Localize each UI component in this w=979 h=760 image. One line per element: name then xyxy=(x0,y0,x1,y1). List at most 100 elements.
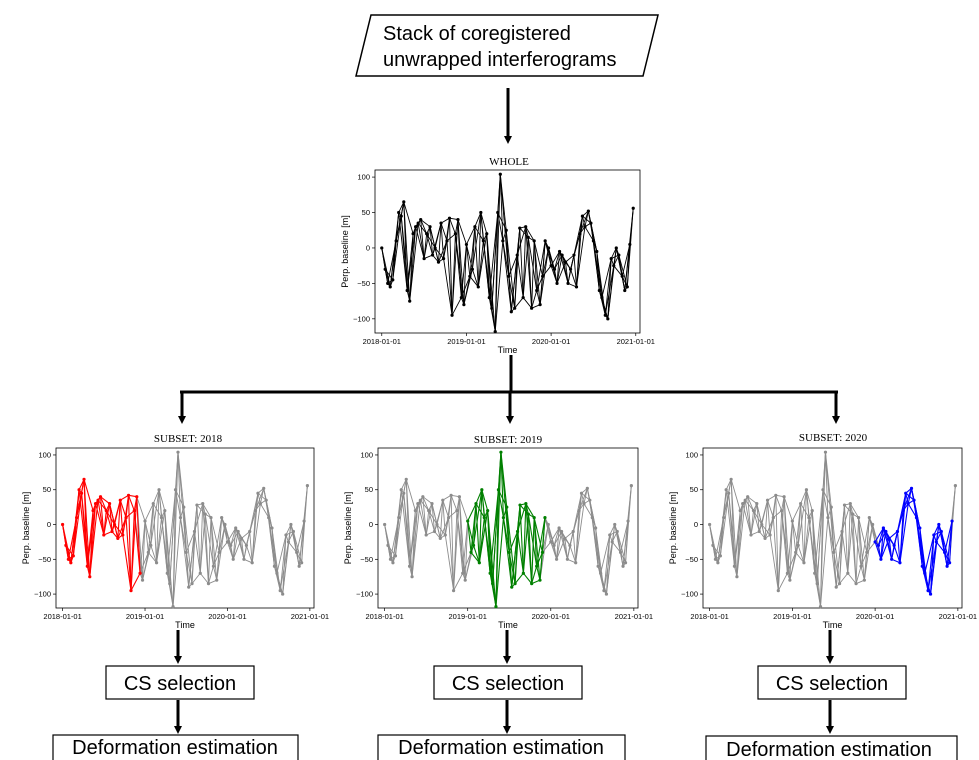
acquisition-point xyxy=(112,522,117,527)
acquisition-point xyxy=(129,589,133,593)
acquisition-point xyxy=(568,267,573,271)
acquisition-point xyxy=(171,605,175,609)
plot-subset-2019-xlabel: Time xyxy=(498,620,518,630)
interferogram-pair-line xyxy=(282,534,287,595)
interferogram-pair-line xyxy=(536,240,546,291)
interferogram-pair-line xyxy=(288,524,292,542)
deformation-label-2019: Deformation estimation xyxy=(398,737,604,759)
acquisition-point xyxy=(225,540,230,544)
interferogram-pair-line xyxy=(471,226,476,270)
acquisition-point xyxy=(559,529,564,534)
acquisition-point xyxy=(469,550,473,554)
interferogram-pair-line xyxy=(844,505,849,574)
plot-subset-2019-ylabel: Perp. baseline [m] xyxy=(343,492,353,565)
plot-subset-2019-xtick-label: 2018-01-01 xyxy=(365,612,403,621)
input-box-line1: Stack of coregistered xyxy=(383,23,571,45)
plot-subset-2018-ytick-label: −50 xyxy=(38,555,51,564)
acquisition-point xyxy=(757,529,761,534)
interferogram-pair-line xyxy=(888,538,893,560)
interferogram-pair-line xyxy=(494,240,504,332)
acquisition-point xyxy=(906,502,910,506)
acquisition-point xyxy=(146,550,150,554)
interferogram-pair-line xyxy=(156,510,166,563)
acquisition-point xyxy=(399,488,403,492)
acquisition-point xyxy=(588,498,592,502)
interferogram-pair-line xyxy=(446,240,453,316)
interferogram-pair-line xyxy=(797,489,807,546)
acquisition-point xyxy=(560,253,564,257)
interferogram-pair-line xyxy=(554,251,561,270)
interferogram-pair-line xyxy=(438,223,442,263)
acquisition-point xyxy=(904,491,908,495)
acquisition-point xyxy=(182,505,186,509)
plot-subset-2018-ytick-label: 0 xyxy=(47,520,51,529)
interferogram-pair-line xyxy=(185,531,195,553)
acquisition-point xyxy=(486,509,490,513)
acquisition-point xyxy=(582,502,586,506)
acquisition-point xyxy=(267,515,271,520)
interferogram-pair-line xyxy=(495,517,504,607)
interferogram-pair-line xyxy=(855,566,862,584)
plot-whole-xtick-label: 2020-01-01 xyxy=(532,337,570,346)
plot-subset-2018-xlabel: Time xyxy=(175,620,195,630)
interferogram-pair-line xyxy=(117,500,121,539)
interferogram-pair-line xyxy=(147,552,157,564)
interferogram-pair-line xyxy=(444,534,455,591)
interferogram-pair-line xyxy=(514,572,524,584)
acquisition-point xyxy=(300,561,304,565)
cs-selection-label-2018: CS selection xyxy=(124,673,236,695)
acquisition-point xyxy=(580,214,585,218)
interferogram-pair-line xyxy=(833,531,843,553)
acquisition-point xyxy=(419,218,423,222)
interferogram-pair-line xyxy=(519,227,529,238)
interferogram-pair-line xyxy=(420,219,428,234)
interferogram-pair-line xyxy=(573,215,583,256)
interferogram-pair-line xyxy=(136,496,146,522)
interferogram-pair-line xyxy=(800,489,807,504)
acquisition-point xyxy=(477,561,481,565)
interferogram-pair-line xyxy=(877,545,882,560)
interferogram-pair-line xyxy=(550,265,558,284)
interferogram-pair-line xyxy=(610,247,617,259)
interferogram-pair-line xyxy=(866,541,876,553)
interferogram-pair-line xyxy=(944,520,953,553)
interferogram-pair-line xyxy=(525,226,535,242)
interferogram-pair-line xyxy=(249,531,253,563)
acquisition-point xyxy=(842,503,847,507)
acquisition-point xyxy=(776,589,780,593)
acquisition-point xyxy=(242,557,246,561)
interferogram-pair-line xyxy=(89,500,99,577)
interferogram-pair-line xyxy=(105,510,113,532)
interferogram-pair-line xyxy=(406,290,411,302)
acquisition-point xyxy=(388,557,393,561)
acquisition-point xyxy=(549,540,553,544)
acquisition-point xyxy=(149,543,153,547)
acquisition-point xyxy=(590,515,594,520)
interferogram-pair-line xyxy=(492,583,497,607)
interferogram-pair-line xyxy=(218,541,228,553)
interferogram-pair-line xyxy=(497,489,504,518)
acquisition-point xyxy=(565,557,569,561)
acquisition-point xyxy=(524,225,528,229)
interferogram-pair-line xyxy=(775,495,779,591)
acquisition-point xyxy=(430,253,435,257)
interferogram-pair-line xyxy=(508,552,516,584)
acquisition-point xyxy=(574,561,578,565)
interferogram-pair-line xyxy=(723,489,727,518)
acquisition-point xyxy=(945,564,949,568)
interferogram-pair-line xyxy=(125,510,135,518)
acquisition-point xyxy=(413,509,417,513)
interferogram-pair-line xyxy=(471,212,482,270)
acquisition-point xyxy=(713,557,718,561)
acquisition-point xyxy=(441,498,445,502)
interferogram-pair-line xyxy=(210,517,220,553)
interferogram-pair-line xyxy=(409,566,413,577)
interferogram-pair-line xyxy=(570,269,577,288)
interferogram-pair-line xyxy=(896,531,901,563)
interferogram-pair-line xyxy=(144,503,154,522)
acquisition-point xyxy=(572,253,576,257)
plot-subset-2019-xtick-label: 2020-01-01 xyxy=(532,612,570,621)
acquisition-point xyxy=(526,235,530,239)
interferogram-pair-line xyxy=(527,237,533,309)
interferogram-pair-line xyxy=(462,521,469,574)
